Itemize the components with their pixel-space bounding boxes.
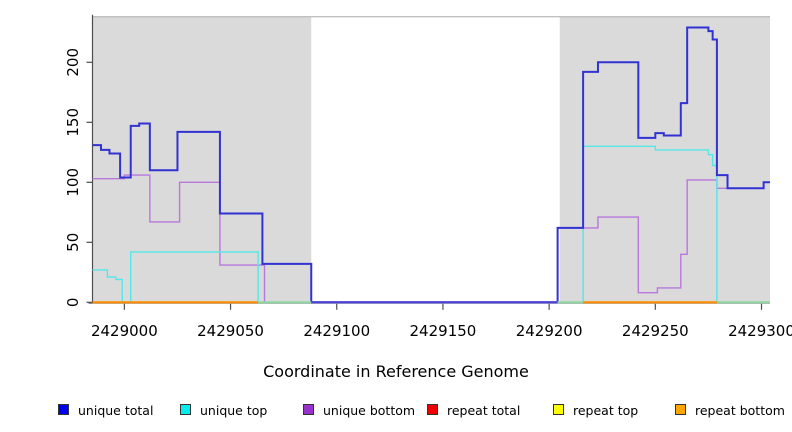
legend-swatch-icon: [58, 404, 69, 415]
y-tick-label: 0: [64, 298, 82, 308]
legend-swatch-icon: [180, 404, 191, 415]
legend-label: unique total: [78, 403, 154, 418]
legend-item-unique-top: unique top: [180, 400, 268, 418]
x-tick-label: 2429100: [303, 322, 370, 340]
repeat-region-right: [559, 16, 770, 303]
legend-label: repeat total: [447, 403, 521, 418]
x-axis-title: Coordinate in Reference Genome: [263, 362, 529, 381]
y-tick-label: 50: [64, 233, 82, 252]
x-tick-label: 2429150: [410, 322, 477, 340]
legend-swatch-icon: [675, 404, 686, 415]
coverage-plot: 2429000 2429050 2429100 2429150 2429200 24292…: [64, 14, 792, 340]
series-unique-total-line: [92, 26, 770, 304]
legend-item-unique-bottom: unique bottom: [303, 400, 416, 418]
repeat-region-left: [92, 16, 312, 303]
y-tick-label: 100: [64, 168, 82, 197]
series-unique-bottom-line: [92, 174, 770, 303]
legend-item-repeat-bottom: repeat bottom: [675, 400, 785, 418]
x-tick-label: 2429200: [516, 322, 583, 340]
x-tick-label: 2429250: [622, 322, 689, 340]
y-tick-label: 200: [64, 48, 82, 77]
legend-swatch-icon: [553, 404, 564, 415]
legend-label: repeat top: [573, 403, 639, 418]
legend-swatch-icon: [303, 404, 314, 415]
legend-item-repeat-top: repeat top: [553, 400, 639, 418]
legend-label: unique top: [200, 403, 268, 418]
x-tick-label: 2429000: [91, 322, 158, 340]
x-tick-label: 2429300: [728, 322, 792, 340]
legend-label: unique bottom: [323, 403, 416, 418]
x-tick-label: 2429050: [197, 322, 264, 340]
legend-swatch-icon: [427, 404, 438, 415]
legend: unique total unique top unique bottom repea…: [0, 398, 792, 422]
legend-item-unique-total: unique total: [58, 400, 154, 418]
y-tick-label: 150: [64, 108, 82, 137]
legend-label: repeat bottom: [695, 403, 785, 418]
legend-item-repeat-total: repeat total: [427, 400, 521, 418]
